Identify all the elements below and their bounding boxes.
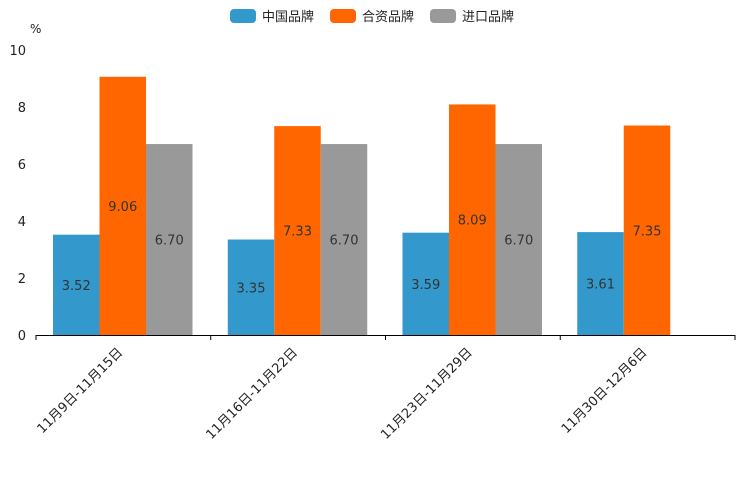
y-tick-label: 4 [18, 215, 26, 230]
x-category-label: 11月23日-11月29日 [378, 345, 475, 442]
legend: 中国品牌 合资品牌 进口品牌 [0, 6, 744, 25]
bar-2-1 [320, 144, 368, 335]
data-label: 6.70 [330, 234, 359, 249]
bar-2-2 [495, 144, 542, 335]
bar-1-3 [623, 125, 671, 336]
x-category-label: 11月16日-11月22日 [203, 345, 300, 442]
y-tick-label: 6 [18, 158, 26, 173]
data-label: 3.52 [62, 279, 91, 294]
data-label: 6.70 [155, 234, 184, 249]
bar-0-2 [402, 232, 449, 335]
legend-swatch-domestic [229, 8, 256, 23]
legend-item-domestic[interactable]: 中国品牌 [229, 6, 314, 25]
x-category-label: 11月30日-12月6日 [559, 345, 651, 437]
y-tick-label: 8 [18, 101, 26, 116]
data-label: 3.61 [586, 278, 615, 293]
y-tick-label: 0 [18, 329, 26, 344]
legend-item-imported[interactable]: 进口品牌 [430, 6, 514, 25]
legend-label-domestic: 中国品牌 [261, 10, 314, 25]
data-label: 3.59 [411, 278, 440, 293]
data-label: 6.70 [504, 234, 533, 249]
y-tick-label: 10 [9, 44, 26, 59]
bar-0-0 [53, 234, 100, 335]
bar-1-1 [274, 126, 321, 335]
bar-0-1 [227, 239, 275, 335]
legend-swatch-imported [430, 8, 456, 23]
data-label: 7.33 [283, 225, 312, 240]
legend-swatch-joint-venture [329, 8, 356, 23]
y-tick-label: 2 [18, 272, 26, 287]
legend-label-imported: 进口品牌 [462, 10, 515, 25]
bar-1-0 [99, 76, 146, 335]
bar-0-3 [577, 232, 624, 335]
legend-label-joint-venture: 合资品牌 [361, 10, 414, 25]
data-label: 9.06 [108, 200, 137, 215]
data-label: 8.09 [458, 214, 487, 229]
legend-item-joint-venture[interactable]: 合资品牌 [329, 6, 414, 25]
data-label: 3.35 [237, 281, 266, 296]
bar-2-0 [146, 144, 193, 335]
x-category-label: 11月9日-11月15日 [35, 345, 127, 437]
bar-1-2 [449, 104, 496, 335]
y-axis-unit: % [30, 22, 42, 36]
data-label: 7.35 [633, 224, 662, 239]
